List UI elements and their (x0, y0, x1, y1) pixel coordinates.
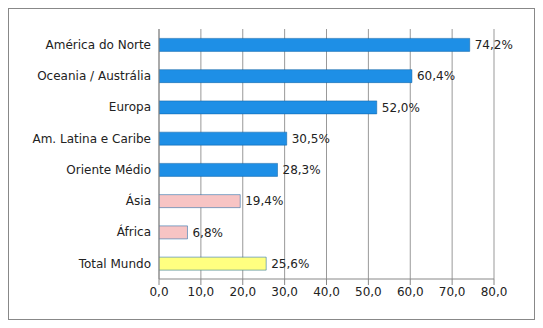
svg-text:0,0: 0,0 (149, 285, 168, 299)
svg-text:40,0: 40,0 (313, 285, 340, 299)
svg-text:6,8%: 6,8% (192, 226, 223, 240)
svg-text:30,0: 30,0 (271, 285, 298, 299)
svg-text:Ásia: Ásia (126, 193, 151, 208)
svg-text:Oceania / Austrália: Oceania / Austrália (37, 69, 151, 83)
svg-text:80,0: 80,0 (481, 285, 508, 299)
svg-text:60,4%: 60,4% (417, 69, 455, 83)
svg-text:28,3%: 28,3% (283, 163, 321, 177)
svg-text:19,4%: 19,4% (245, 194, 283, 208)
svg-text:20,0: 20,0 (229, 285, 256, 299)
svg-text:América do Norte: América do Norte (46, 38, 151, 52)
svg-text:74,2%: 74,2% (475, 38, 513, 52)
svg-text:Europa: Europa (109, 100, 151, 114)
svg-text:10,0: 10,0 (188, 285, 215, 299)
svg-text:60,0: 60,0 (397, 285, 424, 299)
svg-text:Total Mundo: Total Mundo (78, 257, 151, 271)
svg-text:70,0: 70,0 (439, 285, 466, 299)
svg-text:Oriente Médio: Oriente Médio (66, 163, 151, 177)
svg-text:Am. Latina e Caribe: Am. Latina e Caribe (32, 132, 151, 146)
svg-text:África: África (117, 224, 151, 239)
svg-text:25,6%: 25,6% (271, 257, 309, 271)
svg-text:30,5%: 30,5% (292, 132, 330, 146)
svg-text:52,0%: 52,0% (382, 101, 420, 115)
svg-text:50,0: 50,0 (355, 285, 382, 299)
